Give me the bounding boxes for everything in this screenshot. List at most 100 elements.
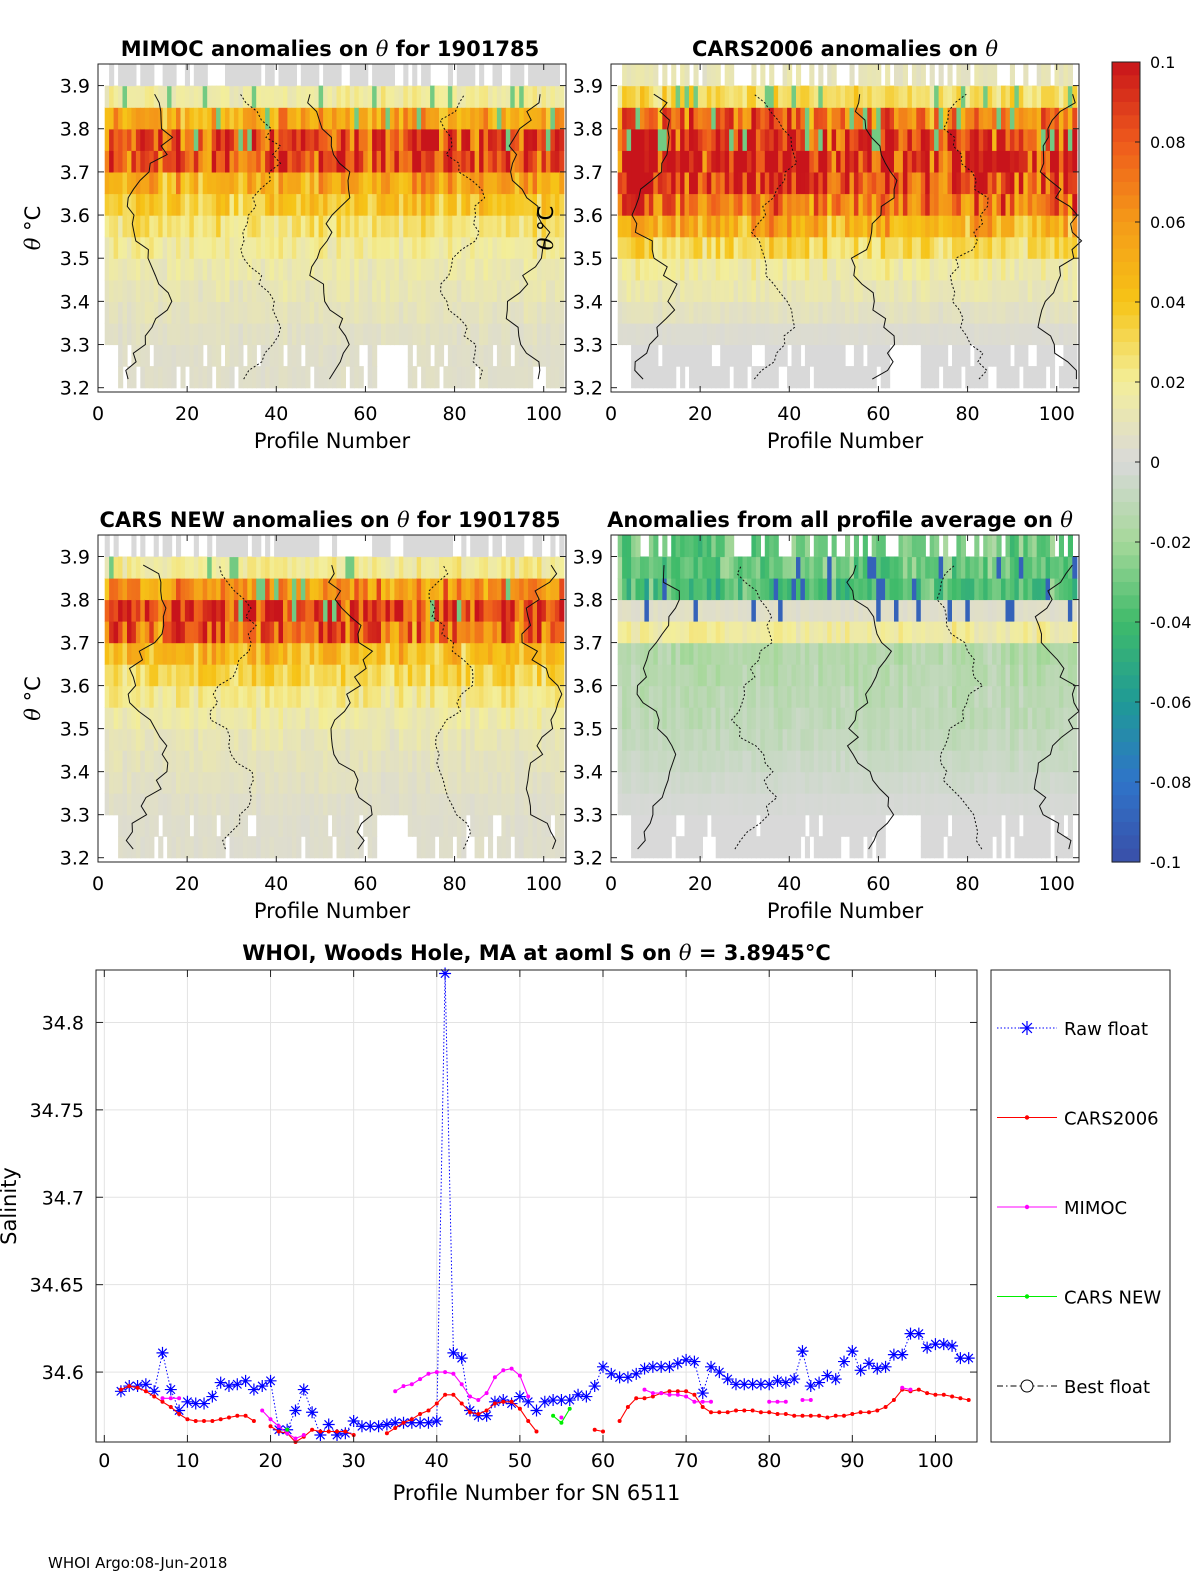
heatmap-cell: [702, 535, 708, 558]
heatmap-cell: [309, 193, 315, 216]
heatmap-cell: [260, 728, 266, 751]
heatmap-cell: [907, 236, 913, 259]
heatmap-cell: [242, 193, 248, 216]
heatmap-cell: [247, 771, 253, 794]
heatmap-cell: [479, 107, 485, 130]
heatmap-cell: [340, 215, 346, 238]
heatmap-cell: [510, 621, 516, 644]
heatmap-cell: [407, 707, 413, 730]
heatmap-cell: [283, 728, 289, 751]
heatmap-cell: [180, 150, 186, 173]
heatmap-cell: [528, 621, 534, 644]
heatmap-cell: [492, 535, 498, 558]
heatmap-cell: [1036, 85, 1042, 108]
heatmap-cell: [211, 150, 217, 173]
heatmap-cell: [439, 793, 445, 816]
heatmap-cell: [974, 107, 980, 130]
heatmap-cell: [127, 236, 133, 259]
heatmap-cell: [809, 301, 815, 324]
heatmap-cell: [323, 215, 329, 238]
heatmap-cell: [447, 685, 453, 708]
heatmap-cell: [269, 621, 275, 644]
heatmap-cell: [358, 836, 364, 859]
heatmap-cell: [421, 193, 427, 216]
heatmap-cell: [947, 64, 953, 87]
heatmap-cell: [447, 621, 453, 644]
heatmap-cell: [729, 107, 735, 130]
heatmap-cell: [689, 556, 695, 579]
heatmap-cell: [978, 215, 984, 238]
heatmap-cell: [372, 171, 378, 195]
heatmap-cell: [274, 599, 280, 622]
heatmap-cell: [996, 258, 1002, 281]
heatmap-cell: [929, 258, 935, 281]
heatmap-cell: [198, 836, 204, 859]
heatmap-cell: [733, 728, 739, 751]
heatmap-cell: [162, 64, 168, 87]
heatmap-cell: [1027, 128, 1033, 151]
heatmap-cell: [702, 599, 708, 622]
heatmap-cell: [751, 728, 757, 751]
heatmap-cell: [381, 279, 387, 302]
heatmap-cell: [514, 366, 520, 389]
heatmap-cell: [305, 193, 311, 216]
heatmap-cell: [974, 85, 980, 108]
heatmap-cell: [162, 344, 168, 367]
heatmap-cell: [113, 664, 119, 687]
heatmap-cell: [653, 642, 659, 665]
y-tick-label: 3.6: [573, 205, 603, 227]
heatmap-cell: [671, 193, 677, 216]
heatmap-cell: [644, 793, 650, 816]
heatmap-cell: [447, 193, 453, 216]
heatmap-cell: [648, 279, 654, 302]
heatmap-cell: [113, 707, 119, 730]
heatmap-cell: [858, 64, 864, 87]
heatmap-cell: [238, 171, 244, 195]
heatmap-cell: [706, 193, 712, 216]
x-tick-label: 40: [264, 873, 288, 895]
heatmap-cell: [488, 193, 494, 216]
heatmap-cell: [381, 258, 387, 281]
heatmap-cell: [118, 236, 124, 259]
heatmap-cell: [127, 814, 133, 837]
heatmap-cell: [1054, 258, 1060, 281]
heatmap-cell: [127, 793, 133, 816]
heatmap-cell: [349, 64, 355, 87]
heatmap-cell: [956, 64, 962, 87]
heatmap-cell: [947, 279, 953, 302]
heatmap-cell: [724, 215, 730, 238]
heatmap-cell: [720, 107, 726, 130]
heatmap-cell: [479, 578, 485, 601]
heatmap-cell: [434, 556, 440, 579]
heatmap-cell: [403, 171, 409, 195]
heatmap-cell: [452, 599, 458, 622]
heatmap-cell: [523, 836, 529, 859]
heatmap-cell: [724, 771, 730, 794]
heatmap-cell: [680, 728, 686, 751]
heatmap-cell: [443, 301, 449, 324]
heatmap-cell: [554, 836, 560, 859]
heatmap-cell: [211, 750, 217, 773]
heatmap-cell: [140, 578, 146, 601]
heatmap-cell: [283, 578, 289, 601]
heatmap-cell: [140, 793, 146, 816]
heatmap-cell: [720, 236, 726, 259]
heatmap-cell: [492, 193, 498, 216]
heatmap-cell: [1014, 171, 1020, 195]
heatmap-cell: [492, 215, 498, 238]
heatmap-cell: [207, 344, 213, 367]
heatmap-cell: [1001, 344, 1007, 367]
heatmap-cell: [354, 107, 360, 130]
heatmap-cell: [340, 793, 346, 816]
heatmap-cell: [211, 236, 217, 259]
heatmap-cell: [278, 599, 284, 622]
heatmap-cell: [653, 771, 659, 794]
y-tick-label: 3.3: [60, 805, 90, 827]
heatmap-cell: [265, 793, 271, 816]
heatmap-cell: [671, 171, 677, 195]
heatmap-cell: [796, 344, 802, 367]
heatmap-cell: [171, 685, 177, 708]
heatmap-cell: [1058, 64, 1064, 87]
heatmap-cell: [149, 556, 155, 579]
heatmap-cell: [118, 728, 124, 751]
